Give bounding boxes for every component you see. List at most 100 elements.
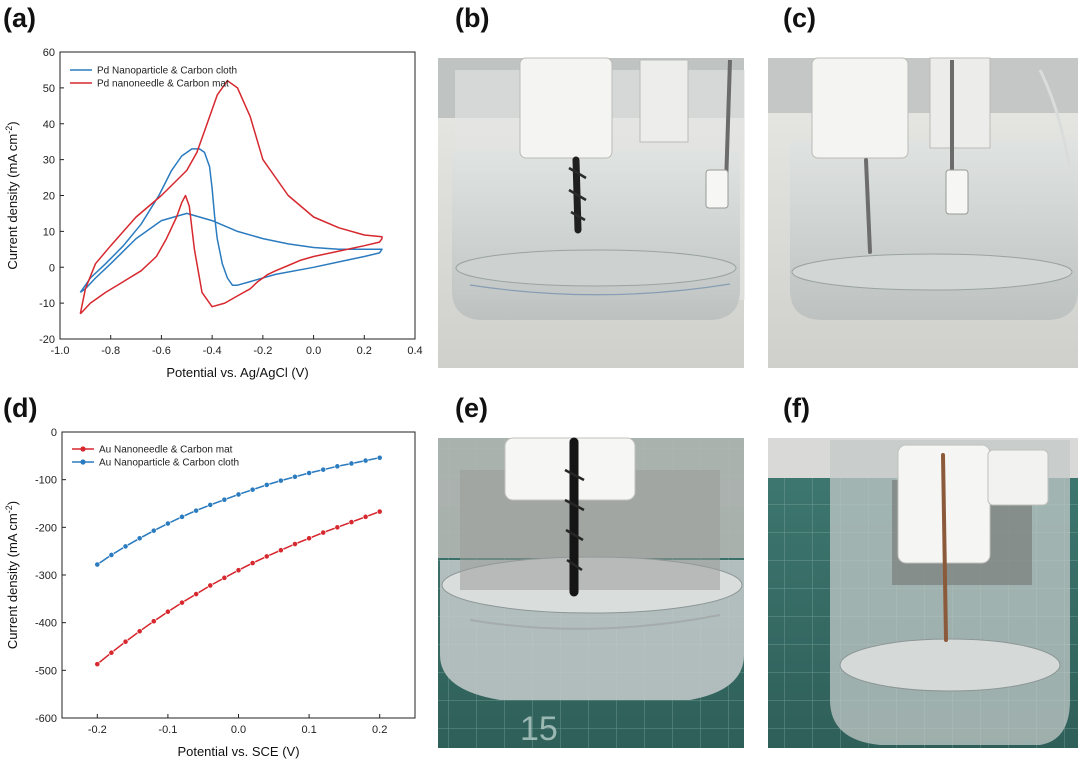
data-point-series-1 (193, 507, 200, 514)
series-line-1 (96, 456, 380, 566)
x-tick-label: 0.2 (372, 724, 387, 736)
x-tick-label: 0.1 (301, 724, 316, 736)
y-tick-label: 20 (43, 191, 55, 203)
data-point-series-0 (122, 638, 129, 645)
panel-label-d: (d) (3, 393, 37, 423)
series-line-0 (96, 510, 380, 665)
data-point-series-1 (277, 477, 284, 484)
y-axis-title-main: Current density (mA cm (5, 134, 20, 270)
panel-label-b: (b) (455, 3, 489, 33)
data-point-series-1 (136, 535, 143, 542)
y-tick-label: 50 (43, 83, 55, 95)
x-axis-title: Potential vs. Ag/AgCl (V) (166, 365, 308, 380)
data-point-series-1 (263, 482, 270, 488)
data-point-series-1 (362, 457, 369, 464)
data-point-series-0 (292, 541, 298, 547)
data-point-series-1 (150, 527, 157, 534)
y-axis-title-end: ) (5, 121, 20, 125)
photo-f (768, 438, 1078, 748)
data-point-series-0 (235, 567, 242, 574)
data-point-series-1 (334, 463, 341, 470)
data-point-series-1 (292, 473, 298, 480)
x-tick-label: -0.4 (203, 345, 222, 357)
data-point-series-0 (263, 553, 270, 560)
y-axis-title-superscript: -2 (4, 126, 14, 134)
data-point-series-1 (348, 460, 355, 467)
data-point-series-0 (334, 524, 341, 531)
x-axis-title: Potential vs. SCE (V) (177, 744, 299, 759)
y-tick-label: -300 (35, 570, 57, 582)
y-tick-label: -600 (35, 713, 57, 725)
data-point-series-1 (306, 470, 312, 476)
panel-label-c: (c) (783, 3, 816, 33)
data-point-series-1 (249, 486, 256, 493)
data-point-series-0 (320, 529, 327, 536)
y-tick-label: -400 (35, 618, 57, 630)
y-tick-label: 0 (49, 262, 55, 274)
legend-marker-1 (80, 459, 86, 465)
legend-label-0: Pd Nanoparticle & Carbon cloth (97, 66, 237, 77)
y-tick-label: -10 (39, 298, 55, 310)
data-point-series-1 (221, 496, 228, 503)
data-point-series-0 (348, 519, 355, 525)
y-tick-label: 30 (43, 155, 55, 167)
data-point-series-0 (193, 591, 200, 597)
data-point-series-1 (122, 543, 129, 550)
photo-b (438, 57, 745, 368)
y-tick-label: -200 (35, 522, 57, 534)
photo-e: 15 (438, 437, 744, 748)
panel-label-f: (f) (783, 393, 810, 423)
data-point-series-0 (376, 508, 383, 515)
plot-frame (61, 431, 416, 719)
series-line-1-return (96, 457, 380, 565)
y-tick-label: 0 (51, 427, 57, 439)
data-point-series-0 (164, 608, 171, 615)
legend-label-0: Au Nanoneedle & Carbon mat (99, 445, 233, 456)
x-tick-label: 0.0 (306, 345, 321, 357)
photo-c (768, 57, 1078, 368)
x-tick-label: -0.1 (158, 724, 177, 736)
svg-text:15: 15 (520, 710, 558, 748)
data-point-series-1 (94, 561, 101, 568)
series-line-0 (79, 148, 383, 294)
data-point-series-0 (179, 599, 185, 606)
y-tick-label: -500 (35, 665, 57, 677)
data-point-series-1 (179, 513, 185, 520)
x-tick-label: -0.2 (253, 345, 272, 357)
data-point-series-0 (94, 661, 101, 668)
x-tick-label: 0.0 (231, 724, 246, 736)
x-tick-label: -0.8 (101, 345, 120, 357)
y-axis-title-end: ) (5, 501, 20, 505)
data-point-series-0 (249, 560, 256, 566)
x-tick-label: -0.2 (88, 724, 107, 736)
data-point-series-0 (207, 582, 214, 589)
legend-label-1: Pd nanoneedle & Carbon mat (97, 79, 229, 90)
panel-label-e: (e) (455, 393, 488, 423)
y-axis-title-main: Current density (mA cm (5, 513, 20, 649)
data-point-series-0 (362, 513, 369, 520)
data-point-series-1 (207, 502, 214, 508)
data-point-series-1 (108, 552, 115, 558)
y-axis-title-superscript: -2 (4, 505, 14, 513)
y-tick-label: 60 (43, 47, 55, 59)
series-line-1 (79, 79, 383, 315)
legend-marker-0 (80, 446, 86, 452)
y-axis-title: Current density (mA cm-2) (4, 501, 20, 649)
x-tick-label: 0.2 (357, 345, 372, 357)
x-tick-label: -1.0 (51, 345, 70, 357)
data-point-series-1 (320, 466, 327, 473)
chart-d-linear-sweep: -0.2 -0.1 0.0 0.1 0.2 -600 -500 -400 -300 -200 -10… (4, 427, 416, 759)
data-point-series-1 (235, 491, 242, 498)
data-point-series-0 (277, 547, 284, 554)
y-axis-title: Current density (mA cm-2) (4, 121, 20, 269)
data-point-series-0 (108, 649, 115, 656)
data-point-series-0 (136, 628, 143, 635)
chart-a-cyclic-voltammetry: -1.0 -0.8 -0.6 -0.4 -0.2 0.0 0.2 0.4 -20 -10 0 10 20… (4, 47, 423, 380)
data-point-series-1 (164, 520, 171, 527)
x-tick-label: -0.6 (152, 345, 171, 357)
x-tick-label: 0.4 (407, 345, 422, 357)
data-point-series-1 (376, 454, 383, 461)
y-tick-label: -100 (35, 475, 57, 487)
y-tick-label: 40 (43, 119, 55, 131)
